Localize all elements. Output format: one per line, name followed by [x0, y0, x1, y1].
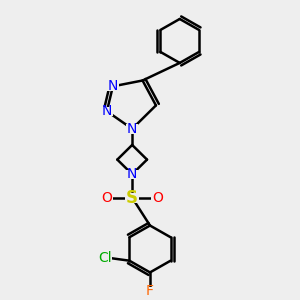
FancyBboxPatch shape: [107, 82, 119, 91]
FancyBboxPatch shape: [101, 106, 113, 116]
Text: S: S: [126, 189, 138, 207]
Text: N: N: [127, 167, 137, 181]
Text: O: O: [101, 191, 112, 205]
Text: N: N: [108, 80, 118, 93]
FancyBboxPatch shape: [126, 169, 138, 179]
FancyBboxPatch shape: [126, 124, 138, 134]
FancyBboxPatch shape: [152, 193, 164, 202]
Text: F: F: [146, 284, 154, 298]
FancyBboxPatch shape: [95, 253, 112, 262]
Text: N: N: [127, 122, 137, 136]
Text: N: N: [102, 104, 112, 118]
FancyBboxPatch shape: [145, 287, 155, 296]
Text: Cl: Cl: [98, 251, 112, 265]
Text: O: O: [152, 191, 163, 205]
FancyBboxPatch shape: [101, 193, 113, 202]
FancyBboxPatch shape: [125, 193, 139, 203]
